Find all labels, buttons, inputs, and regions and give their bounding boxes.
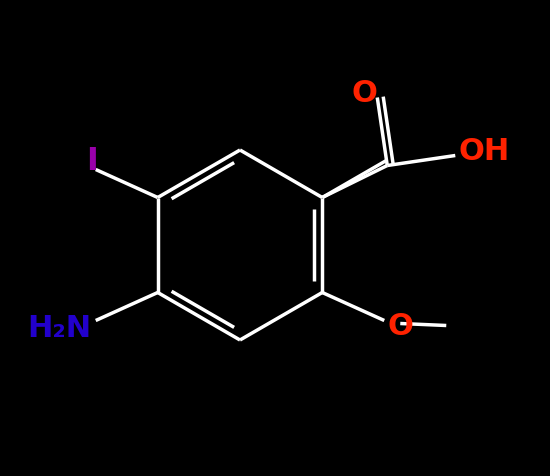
Text: I: I [86,146,98,177]
Text: O: O [387,312,413,341]
Text: O: O [351,79,377,108]
Text: H₂N: H₂N [28,314,92,343]
Text: OH: OH [458,137,509,166]
